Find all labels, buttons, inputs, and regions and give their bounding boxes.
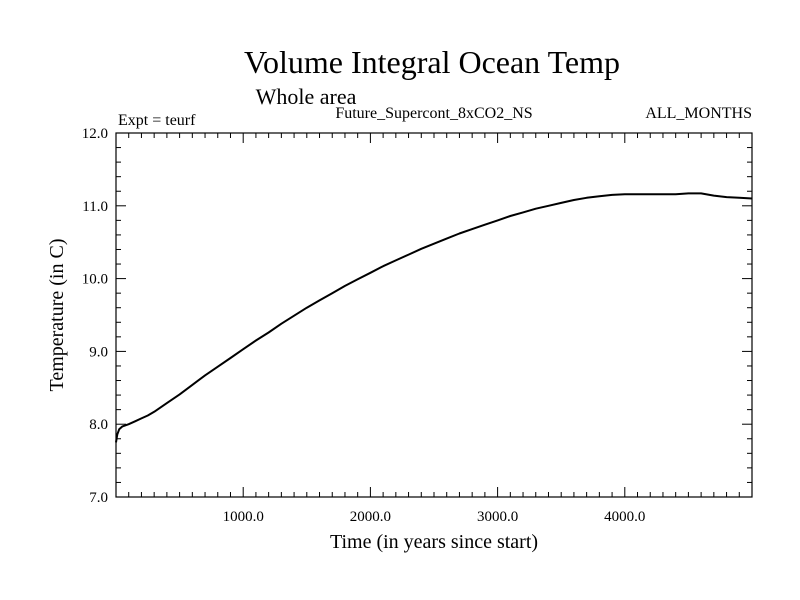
- run-label: Future_Supercont_8xCO2_NS: [335, 105, 532, 122]
- chart-title: Volume Integral Ocean Temp: [244, 44, 620, 80]
- y-axis-label: Temperature (in C): [46, 239, 68, 392]
- y-tick-label: 10.0: [82, 272, 108, 288]
- y-axis: 7.0 8.0 9.0 10.0 11.0 12.0: [82, 126, 752, 506]
- x-axis: 1000.0 2000.0 3000.0 4000.0: [128, 133, 740, 525]
- chart-subtitle: Whole area: [256, 84, 357, 109]
- plot-frame: [115, 132, 753, 498]
- y-tick-label: 12.0: [82, 126, 108, 142]
- x-tick-label: 1000.0: [223, 509, 264, 525]
- x-tick-label: 4000.0: [604, 509, 645, 525]
- x-tick-label: 2000.0: [350, 509, 391, 525]
- y-tick-label: 8.0: [89, 417, 108, 433]
- y-tick-label: 7.0: [89, 490, 108, 506]
- series-line: [115, 192, 753, 443]
- x-axis-label: Time (in years since start): [330, 531, 538, 553]
- months-label: ALL_MONTHS: [645, 105, 752, 122]
- x-tick-label: 3000.0: [477, 509, 518, 525]
- y-tick-label: 11.0: [82, 199, 108, 215]
- series-layer: [115, 192, 753, 443]
- y-tick-label: 9.0: [89, 344, 108, 360]
- experiment-label: Expt = teurf: [118, 112, 196, 129]
